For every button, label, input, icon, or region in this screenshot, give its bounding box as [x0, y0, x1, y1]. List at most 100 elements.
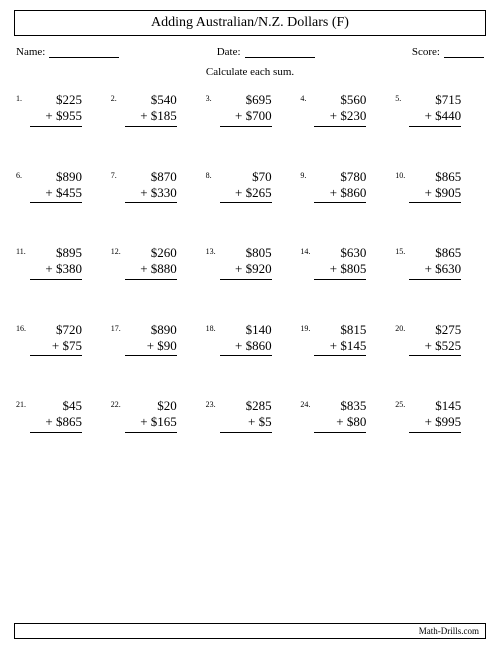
problem-stack: $865+ $630 [409, 245, 461, 280]
problem: 9.$780+ $860 [300, 169, 389, 204]
problem-stack: $540+ $185 [125, 92, 177, 127]
addend-bottom: + $230 [314, 108, 366, 126]
addend-bottom: + $380 [30, 261, 82, 279]
problem-number: 11. [16, 245, 30, 256]
problem: 20.$275+ $525 [395, 322, 484, 357]
addend-top: $140 [220, 322, 272, 338]
problem: 7.$870+ $330 [111, 169, 200, 204]
problem: 14.$630+ $805 [300, 245, 389, 280]
date-label: Date: [217, 46, 241, 58]
problem-stack: $45+ $865 [30, 398, 82, 433]
addend-top: $695 [220, 92, 272, 108]
addend-bottom: + $90 [125, 338, 177, 356]
problem-number: 9. [300, 169, 314, 180]
problem-number: 15. [395, 245, 409, 256]
problem-stack: $715+ $440 [409, 92, 461, 127]
addend-top: $630 [314, 245, 366, 261]
addend-bottom: + $905 [409, 185, 461, 203]
problem-number: 22. [111, 398, 125, 409]
addend-top: $895 [30, 245, 82, 261]
problem-stack: $145+ $995 [409, 398, 461, 433]
problem-stack: $720+ $75 [30, 322, 82, 357]
addend-bottom: + $145 [314, 338, 366, 356]
addend-top: $890 [125, 322, 177, 338]
addend-top: $865 [409, 245, 461, 261]
addend-top: $560 [314, 92, 366, 108]
problem: 1.$225+ $955 [16, 92, 105, 127]
addend-bottom: + $5 [220, 414, 272, 432]
addend-bottom: + $955 [30, 108, 82, 126]
addend-top: $865 [409, 169, 461, 185]
problem-number: 6. [16, 169, 30, 180]
footer-box: Math-Drills.com [14, 623, 486, 639]
problem-stack: $865+ $905 [409, 169, 461, 204]
problem-number: 20. [395, 322, 409, 333]
name-blank[interactable] [49, 47, 119, 58]
problem-number: 5. [395, 92, 409, 103]
problem: 6.$890+ $455 [16, 169, 105, 204]
problem-number: 1. [16, 92, 30, 103]
addend-top: $275 [409, 322, 461, 338]
addend-bottom: + $630 [409, 261, 461, 279]
problem-number: 4. [300, 92, 314, 103]
problem-stack: $870+ $330 [125, 169, 177, 204]
date-blank[interactable] [245, 47, 315, 58]
addend-top: $145 [409, 398, 461, 414]
addend-bottom: + $880 [125, 261, 177, 279]
addend-bottom: + $185 [125, 108, 177, 126]
addend-bottom: + $920 [220, 261, 272, 279]
problem-stack: $140+ $860 [220, 322, 272, 357]
problem: 13.$805+ $920 [206, 245, 295, 280]
problem: 3.$695+ $700 [206, 92, 295, 127]
name-field: Name: [16, 46, 119, 58]
problem-number: 19. [300, 322, 314, 333]
addend-bottom: + $75 [30, 338, 82, 356]
problem-stack: $70+ $265 [220, 169, 272, 204]
addend-top: $45 [30, 398, 82, 414]
addend-bottom: + $330 [125, 185, 177, 203]
score-label: Score: [412, 46, 440, 58]
problem-number: 23. [206, 398, 220, 409]
addend-top: $835 [314, 398, 366, 414]
problem: 12.$260+ $880 [111, 245, 200, 280]
addend-top: $70 [220, 169, 272, 185]
problem: 22.$20+ $165 [111, 398, 200, 433]
addend-top: $780 [314, 169, 366, 185]
problem-number: 16. [16, 322, 30, 333]
addend-bottom: + $165 [125, 414, 177, 432]
addend-top: $715 [409, 92, 461, 108]
title-box: Adding Australian/N.Z. Dollars (F) [14, 10, 486, 36]
name-label: Name: [16, 46, 45, 58]
addend-top: $720 [30, 322, 82, 338]
problem-stack: $890+ $455 [30, 169, 82, 204]
problem-stack: $780+ $860 [314, 169, 366, 204]
problem: 18.$140+ $860 [206, 322, 295, 357]
problem-stack: $260+ $880 [125, 245, 177, 280]
problem: 23.$285+ $5 [206, 398, 295, 433]
problem-stack: $20+ $165 [125, 398, 177, 433]
problem-stack: $695+ $700 [220, 92, 272, 127]
addend-top: $540 [125, 92, 177, 108]
problem: 5.$715+ $440 [395, 92, 484, 127]
addend-bottom: + $860 [314, 185, 366, 203]
meta-row: Name: Date: Score: [14, 46, 486, 58]
page-title: Adding Australian/N.Z. Dollars (F) [151, 15, 349, 30]
addend-bottom: + $865 [30, 414, 82, 432]
problem-stack: $285+ $5 [220, 398, 272, 433]
problem-number: 21. [16, 398, 30, 409]
date-field: Date: [217, 46, 315, 58]
problem: 24.$835+ $80 [300, 398, 389, 433]
score-blank[interactable] [444, 47, 484, 58]
problem: 11.$895+ $380 [16, 245, 105, 280]
addend-top: $285 [220, 398, 272, 414]
problem: 21.$45+ $865 [16, 398, 105, 433]
footer-text: Math-Drills.com [419, 626, 479, 636]
problem-number: 17. [111, 322, 125, 333]
addend-top: $890 [30, 169, 82, 185]
addend-bottom: + $265 [220, 185, 272, 203]
problem-stack: $275+ $525 [409, 322, 461, 357]
problem-grid: 1.$225+ $9552.$540+ $1853.$695+ $7004.$5… [14, 92, 486, 433]
addend-bottom: + $995 [409, 414, 461, 432]
addend-bottom: + $440 [409, 108, 461, 126]
addend-bottom: + $805 [314, 261, 366, 279]
